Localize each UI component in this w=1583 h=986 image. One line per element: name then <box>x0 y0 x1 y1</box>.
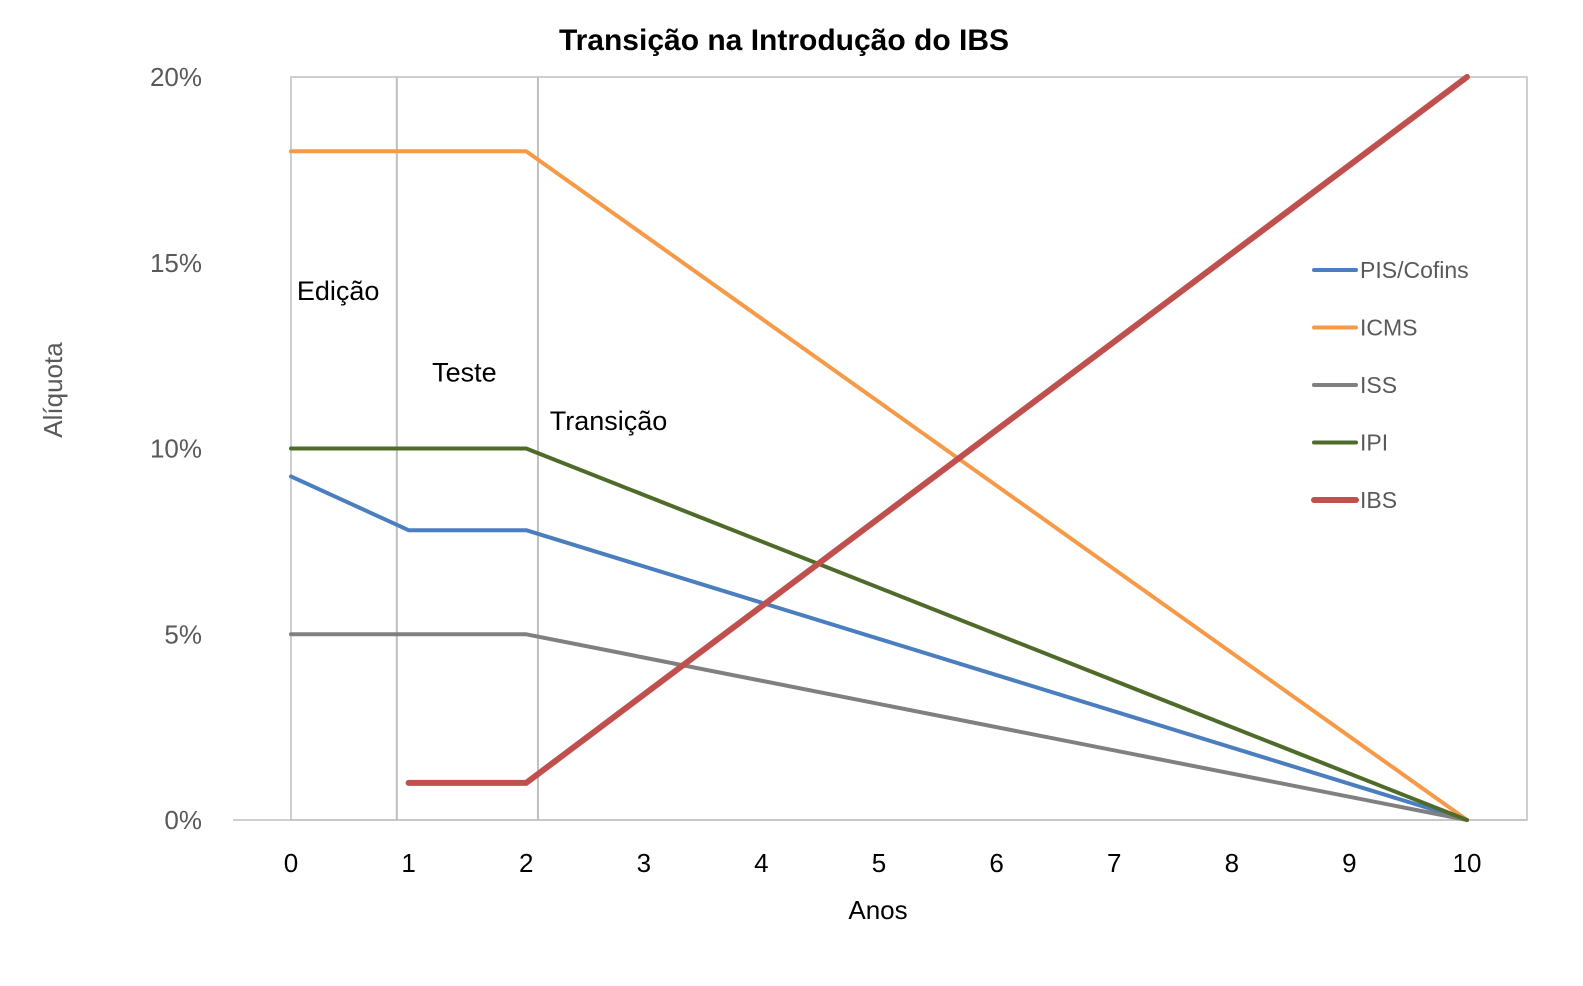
series-lines <box>289 74 1470 822</box>
x-tick-label: 0 <box>284 848 298 878</box>
x-tick-labels: 0 1 2 3 4 5 6 7 8 9 10 <box>284 848 1482 878</box>
y-tick-label: 15% <box>150 248 202 278</box>
phase-label: Transição <box>550 406 668 436</box>
x-tick-label: 6 <box>989 848 1003 878</box>
series-line-ipi <box>289 446 1469 822</box>
x-tick-label: 8 <box>1225 848 1239 878</box>
chart-title: Transição na Introdução do IBS <box>559 24 1009 57</box>
x-tick-label: 10 <box>1453 848 1482 878</box>
series-line-ibs <box>405 74 1470 786</box>
x-tick-label: 3 <box>637 848 651 878</box>
x-tick-label: 9 <box>1342 848 1356 878</box>
x-tick-label: 7 <box>1107 848 1121 878</box>
y-tick-labels: 0% 5% 10% 15% 20% <box>150 62 202 835</box>
phase-label: Edição <box>297 276 380 306</box>
legend-label: IBS <box>1360 487 1397 513</box>
x-tick-label: 1 <box>401 848 415 878</box>
series-line-icms <box>289 149 1469 822</box>
legend-label: PIS/Cofins <box>1360 257 1469 283</box>
x-axis-label: Anos <box>848 895 907 925</box>
y-tick-label: 5% <box>164 619 202 649</box>
y-tick-label: 20% <box>150 62 202 92</box>
x-tick-label: 2 <box>519 848 533 878</box>
phase-labels: Edição Teste Transição <box>297 276 667 436</box>
series-line-pis-cofins <box>289 474 1469 822</box>
legend-label: ISS <box>1360 372 1397 398</box>
phase-label: Teste <box>432 358 497 388</box>
series-line-iss <box>289 632 1469 822</box>
x-tick-label: 5 <box>872 848 886 878</box>
legend-label: ICMS <box>1360 315 1418 341</box>
legend: PIS/Cofins ICMS ISS IPI IBS <box>1311 257 1469 513</box>
legend-label: IPI <box>1360 430 1388 456</box>
y-tick-label: 10% <box>150 434 202 464</box>
x-tick-label: 4 <box>754 848 768 878</box>
y-tick-label: 0% <box>164 805 202 835</box>
y-axis-label: Alíquota <box>38 342 68 438</box>
